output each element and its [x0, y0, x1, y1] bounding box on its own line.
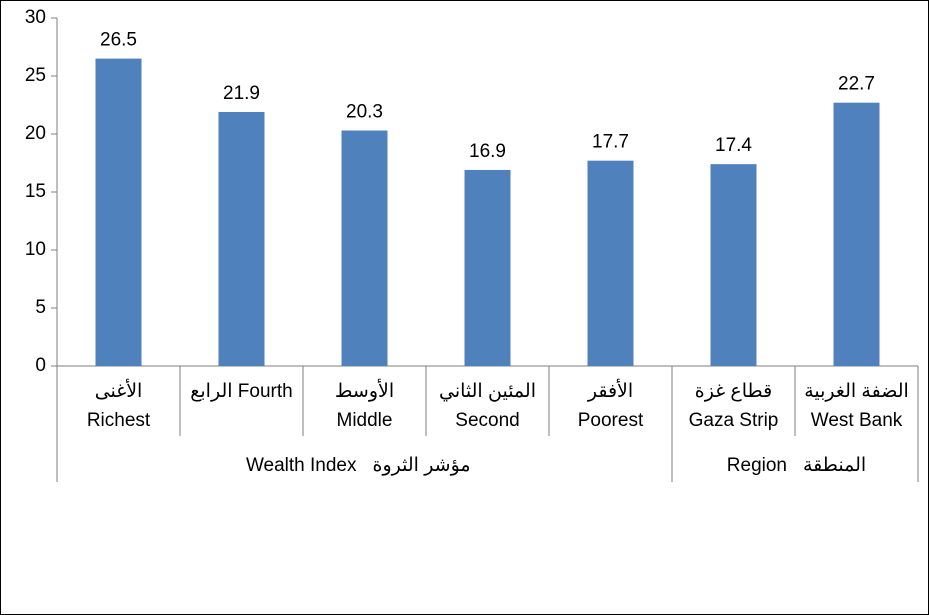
x-tick-label: المئين الثاني: [439, 381, 536, 402]
value-label: 21.9: [223, 83, 260, 104]
bar: [464, 169, 511, 366]
group-label: مؤشر الثروة: [373, 455, 471, 476]
x-tick-label: قطاع غزة: [695, 381, 772, 402]
y-tick-label: 5: [35, 297, 46, 318]
bar: [218, 111, 265, 367]
x-tick-label: الأفقر: [587, 379, 633, 402]
value-label: 22.7: [838, 74, 875, 95]
x-tick-label: Gaza Strip: [689, 410, 779, 431]
x-tick-label: Richest: [87, 410, 151, 431]
y-tick-label: 15: [25, 181, 46, 202]
group-label: Region: [727, 455, 787, 476]
group-label: المنطقة: [803, 455, 866, 476]
value-label: 16.9: [469, 141, 506, 162]
bar: [833, 102, 880, 367]
value-label: 26.5: [100, 30, 137, 51]
x-tick-label: Second: [455, 410, 519, 431]
x-tick-label: Middle: [337, 410, 393, 431]
x-tick-label: الرابع Fourth: [190, 381, 292, 402]
group-label: Wealth Index: [246, 455, 357, 476]
x-tick-label: Poorest: [578, 410, 644, 431]
bar: [710, 164, 757, 366]
value-label: 17.4: [715, 135, 752, 156]
bar: [95, 58, 142, 366]
y-tick-label: 10: [25, 239, 46, 260]
x-tick-label: الضفة الغربية: [804, 381, 909, 402]
y-tick-label: 0: [35, 355, 46, 376]
value-label: 20.3: [346, 102, 383, 123]
bar: [341, 130, 388, 366]
value-label: 17.7: [592, 132, 629, 153]
x-tick-label: West Bank: [811, 410, 903, 431]
y-tick-label: 20: [25, 123, 46, 144]
y-tick-label: 30: [25, 7, 46, 28]
bar: [587, 160, 634, 366]
x-tick-label: الأوسط: [335, 379, 394, 402]
x-tick-label: الأغنى: [95, 379, 143, 402]
y-tick-label: 25: [25, 65, 46, 86]
